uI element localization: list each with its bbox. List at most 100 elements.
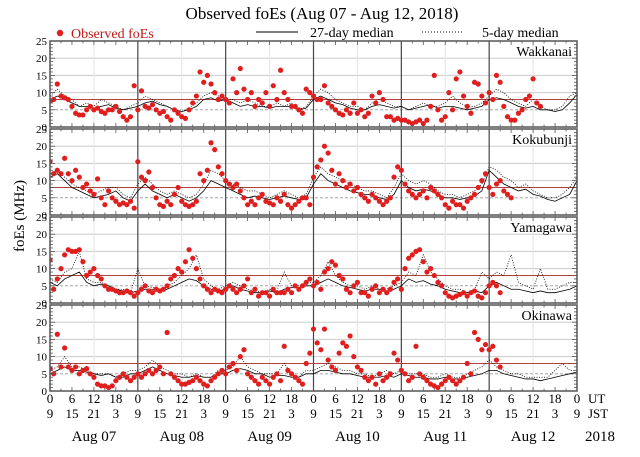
observed-point: [219, 367, 225, 373]
observed-point: [190, 255, 196, 261]
observed-point: [248, 198, 254, 204]
observed-point: [299, 283, 306, 289]
observed-point: [296, 286, 302, 292]
observed-point: [398, 286, 404, 292]
x-tick-label-ut: 18: [285, 391, 298, 406]
panel-series: [50, 247, 577, 301]
observed-point: [274, 195, 280, 201]
observed-point: [245, 96, 251, 103]
observed-point: [58, 266, 64, 272]
series-27day-median: [50, 169, 577, 202]
x-tick-label-jst: 3: [113, 406, 120, 421]
observed-point: [124, 374, 130, 380]
observed-point: [431, 272, 437, 279]
observed-point: [362, 290, 368, 296]
observed-point: [230, 76, 236, 82]
observed-point: [497, 79, 503, 85]
observed-point: [215, 371, 221, 377]
observed-point: [270, 374, 276, 380]
observed-point: [160, 108, 167, 115]
observed-point: [87, 269, 93, 275]
observed-point: [376, 198, 382, 204]
observed-point: [193, 93, 199, 99]
observed-point: [329, 167, 335, 173]
observed-point: [435, 107, 441, 113]
observed-point: [442, 202, 448, 208]
observed-point: [446, 374, 452, 380]
observed-point: [281, 343, 287, 349]
observed-point: [501, 103, 507, 109]
observed-point: [310, 174, 317, 180]
panel-series: [50, 65, 577, 127]
observed-point: [354, 110, 361, 116]
observed-point: [321, 143, 328, 149]
y-tick-label: 0: [42, 386, 48, 398]
observed-point: [197, 276, 203, 282]
observed-point: [76, 371, 82, 377]
y-tick-label: 0: [42, 210, 48, 222]
observed-point: [208, 378, 214, 384]
observed-point: [127, 378, 134, 384]
observed-point: [98, 383, 104, 389]
observed-point: [65, 171, 71, 177]
observed-point: [76, 174, 82, 180]
observed-point: [263, 90, 269, 96]
observed-point: [234, 181, 240, 187]
observed-point: [65, 96, 71, 103]
observed-point: [256, 195, 262, 201]
observed-point: [223, 96, 229, 103]
x-tick-label-ut: 6: [332, 391, 339, 406]
observed-point: [105, 107, 112, 113]
observed-point: [168, 276, 174, 282]
observed-point: [168, 117, 174, 123]
observed-point: [94, 176, 101, 182]
observed-point: [351, 354, 357, 360]
x-tick-label-jst: 3: [200, 406, 207, 421]
observed-point: [343, 107, 350, 113]
observed-point: [398, 367, 404, 373]
observed-point: [263, 378, 269, 384]
observed-point: [464, 103, 470, 109]
x-tick-label-jst: 21: [175, 406, 188, 421]
observed-point: [102, 202, 108, 208]
observed-point: [460, 93, 467, 99]
observed-point: [281, 290, 287, 296]
y-tick-label: 5: [42, 193, 48, 205]
observed-point: [197, 171, 203, 177]
observed-point: [380, 202, 386, 208]
observed-point: [424, 117, 430, 123]
observed-point: [299, 110, 306, 116]
day-label: Aug 12: [511, 429, 556, 445]
observed-point: [523, 96, 529, 103]
observed-point: [204, 167, 210, 173]
observed-point: [413, 343, 419, 349]
observed-point: [252, 286, 258, 292]
observed-point: [208, 290, 214, 296]
observed-point: [237, 286, 243, 292]
observed-point: [332, 181, 339, 187]
observed-point: [358, 191, 364, 197]
observed-point: [204, 383, 210, 389]
observed-point: [237, 65, 243, 72]
observed-point: [212, 147, 218, 153]
observed-point: [479, 347, 485, 353]
observed-point: [457, 378, 463, 384]
observed-point: [354, 364, 361, 370]
observed-point: [537, 103, 544, 109]
x-tick-label-ut: 6: [244, 391, 251, 406]
observed-point: [409, 252, 415, 258]
observed-point: [508, 117, 514, 123]
y-tick-label: 10: [36, 176, 48, 188]
observed-point: [175, 378, 181, 384]
observed-point: [131, 374, 137, 380]
observed-point: [288, 103, 295, 109]
observed-point: [490, 343, 496, 349]
observed-point: [113, 378, 119, 384]
observed-point: [325, 150, 331, 156]
observed-point: [329, 259, 335, 265]
observed-point: [424, 195, 430, 201]
observed-point: [190, 378, 196, 384]
observed-point: [453, 202, 459, 208]
observed-point: [83, 107, 90, 113]
observed-point: [274, 371, 280, 377]
